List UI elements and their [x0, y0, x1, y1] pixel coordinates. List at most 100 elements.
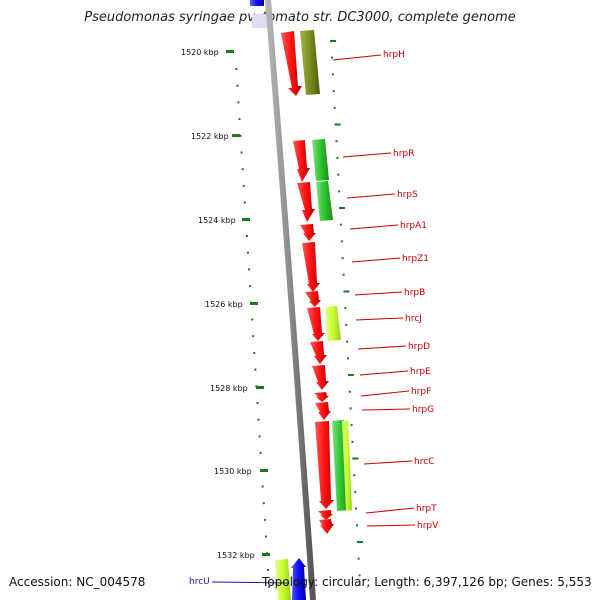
minor-tick-dot — [256, 402, 259, 404]
minor-tick-dot — [338, 190, 341, 193]
minor-tick-dot — [347, 357, 350, 360]
gene-label-hrpT[interactable]: hrpT — [416, 504, 437, 514]
gene-label-hrpH[interactable]: hrpH — [383, 50, 405, 60]
minor-tick-dot — [349, 407, 352, 410]
gene-green-2[interactable] — [316, 181, 333, 221]
minor-tick-dot — [355, 507, 358, 510]
top-blue-feature — [250, 0, 264, 6]
minor-tick-dot — [342, 273, 345, 276]
minor-tick-dot — [264, 535, 267, 538]
minor-tick-dot — [257, 418, 260, 421]
minor-tick-dot — [244, 218, 247, 221]
minor-tick-dot — [240, 151, 243, 154]
minor-tick-dot — [345, 323, 348, 326]
minor-tick-dot — [351, 440, 354, 443]
gene-hrcJ[interactable] — [307, 307, 325, 341]
gene-label-hrcU[interactable]: hrcU — [189, 577, 210, 587]
minor-tick-dot — [237, 101, 240, 104]
minor-tick-dot — [347, 374, 354, 376]
minor-tick-dot — [331, 56, 333, 59]
gene-label-hrcC[interactable]: hrcC — [414, 457, 434, 467]
minor-tick-dot — [352, 457, 359, 460]
gene-lime-1[interactable] — [325, 306, 341, 341]
gene-label-hrpR[interactable]: hrpR — [393, 149, 414, 159]
minor-tick-dot — [350, 424, 353, 427]
strand-forward-genes — [281, 31, 334, 534]
minor-tick-dot — [331, 73, 334, 76]
gene-hrpT[interactable] — [318, 510, 333, 520]
gene-lime-2[interactable] — [342, 420, 352, 511]
gene-label-hrpD[interactable]: hrpD — [408, 342, 430, 352]
minor-tick-dot — [259, 452, 262, 455]
strand-reverse-genes — [300, 30, 352, 511]
gene-lime-bottom[interactable] — [275, 559, 291, 600]
minor-tick-dot — [250, 301, 253, 304]
gene-label-hrpZ1[interactable]: hrpZ1 — [402, 254, 429, 264]
minor-tick-dot — [354, 490, 357, 493]
minor-tick-dot — [261, 485, 264, 488]
minor-tick-dot — [241, 168, 244, 171]
gene-hrpE[interactable] — [312, 365, 329, 390]
minor-tick-dot — [353, 474, 356, 477]
minor-tick-dot — [358, 574, 361, 577]
accession-label: Accession: NC_004578 — [9, 575, 146, 589]
gene-hrpH[interactable] — [281, 31, 302, 96]
gene-hrpB[interactable] — [305, 291, 321, 307]
minor-tick-dot — [357, 557, 360, 560]
minor-tick-dot — [236, 84, 239, 87]
gene-hrpR[interactable] — [293, 140, 310, 182]
gene-hrpF[interactable] — [314, 392, 329, 402]
minor-tick-dot — [249, 285, 252, 288]
genome-backbone — [265, 0, 316, 600]
minor-tick-dot — [334, 123, 341, 126]
gene-green-1[interactable] — [312, 139, 329, 181]
gene-label-hrpV[interactable]: hrpV — [417, 521, 439, 531]
minor-tick-dot — [252, 335, 255, 338]
gene-label-hrcJ[interactable]: hrcJ — [405, 314, 422, 324]
minor-tick-dot — [238, 118, 241, 121]
minor-tick-dot — [336, 156, 339, 159]
minor-tick-dot — [266, 552, 268, 555]
minor-tick-dot — [268, 585, 271, 588]
minor-tick-dot — [335, 140, 338, 143]
gene-hrcC[interactable] — [315, 421, 334, 509]
minor-tick-dot — [260, 468, 263, 471]
gene-label-hrpG[interactable]: hrpG — [412, 405, 434, 415]
gene-hrpS[interactable] — [297, 182, 315, 222]
gene-hrcU[interactable] — [291, 558, 306, 600]
gene-label-hrpE[interactable]: hrpE — [410, 367, 431, 377]
minor-tick-dot — [337, 173, 340, 176]
minor-tick-dot — [251, 318, 254, 321]
tick-label: 1520 kbp — [181, 48, 219, 57]
tick-label: 1532 kbp — [217, 551, 255, 560]
minor-tick-dot — [343, 290, 350, 293]
tick-label: 1524 kbp — [198, 216, 236, 225]
tick-label: 1528 kbp — [210, 384, 248, 393]
gene-hrpA1[interactable] — [300, 224, 316, 241]
minor-tick-dot — [348, 390, 351, 393]
gene-label-hrpF[interactable]: hrpF — [411, 387, 431, 397]
minor-tick-dot — [340, 240, 343, 243]
leader-lines — [332, 54, 416, 527]
gene-hrpV[interactable] — [319, 519, 334, 534]
minor-ticks-right — [330, 40, 363, 577]
minor-tick-dot — [262, 502, 265, 505]
gene-hrpG[interactable] — [315, 402, 331, 420]
gene-hrpD[interactable] — [310, 341, 327, 364]
minor-tick-dot — [339, 207, 345, 209]
minor-tick-dot — [346, 340, 349, 343]
minor-tick-dot — [267, 569, 269, 571]
gene-hrpZ1[interactable] — [302, 242, 320, 292]
minor-tick-dot — [255, 385, 258, 388]
gene-olive[interactable] — [300, 30, 320, 95]
minor-tick-dot — [253, 351, 256, 354]
minor-tick-dot — [332, 90, 335, 93]
gene-label-hrpB[interactable]: hrpB — [404, 288, 425, 298]
gene-label-hrpA1[interactable]: hrpA1 — [400, 221, 427, 231]
minor-tick-dot — [344, 307, 347, 310]
gene-label-hrpS[interactable]: hrpS — [397, 190, 418, 200]
hrcU-leader — [211, 581, 290, 584]
minor-tick-dot — [242, 184, 245, 187]
minor-tick-dot — [263, 518, 266, 521]
